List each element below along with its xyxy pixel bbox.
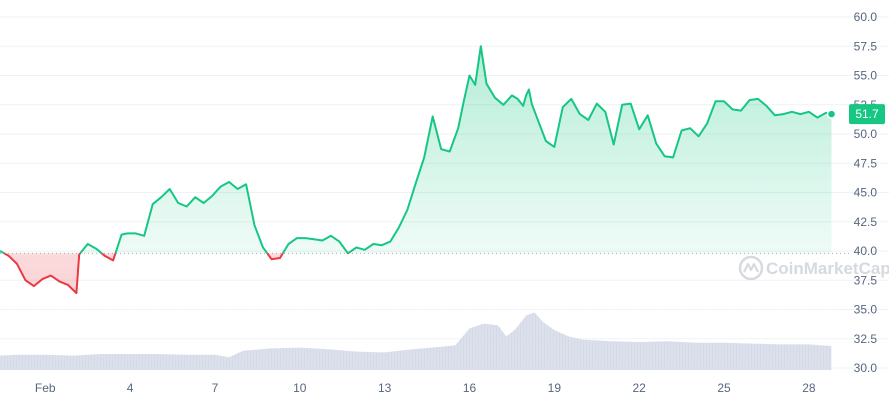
current-price-tag-box (849, 104, 885, 125)
volume-series (0, 300, 838, 370)
x-tick-label: 10 (293, 381, 307, 395)
x-tick-label: 4 (127, 381, 134, 395)
x-tick-label: 22 (633, 381, 647, 395)
x-tick-label: Feb (35, 381, 56, 395)
x-tick-label: 25 (717, 381, 731, 395)
current-price-label: 51.7 (855, 107, 879, 121)
x-tick-label: 28 (802, 381, 816, 395)
y-tick-label: 35.0 (854, 303, 878, 317)
volume-area (0, 312, 832, 370)
y-tick-label: 37.5 (854, 273, 878, 287)
watermark: CoinMarketCap (738, 255, 889, 281)
y-tick-label: 50.0 (854, 127, 878, 141)
last-price-point[interactable] (826, 109, 837, 119)
x-tick-label: 13 (378, 381, 392, 395)
x-tick-label: 19 (548, 381, 562, 395)
y-tick-label: 60.0 (854, 10, 878, 24)
x-tick-label: 7 (212, 381, 219, 395)
y-tick-label: 32.5 (854, 332, 878, 346)
y-axis: 30.032.535.037.540.042.545.047.550.052.5… (854, 10, 878, 375)
current-price-tag: 51.7 (849, 104, 885, 125)
x-axis: Feb 4 7 10 13 16 19 22 25 28 (35, 381, 816, 395)
price-area-up (0, 46, 832, 254)
y-tick-label: 42.5 (854, 215, 878, 229)
x-tick-label: 16 (463, 381, 477, 395)
price-series (0, 45, 837, 295)
y-tick-label: 47.5 (854, 156, 878, 170)
y-tick-label: 45.0 (854, 186, 878, 200)
watermark-text: CoinMarketCap (766, 259, 889, 278)
y-tick-label: 55.0 (854, 69, 878, 83)
y-tick-label: 30.0 (854, 361, 878, 375)
y-tick-label: 40.0 (854, 244, 878, 258)
coinmarketcap-logo-icon (738, 255, 764, 281)
price-line-up (0, 45, 832, 254)
y-tick-label: 57.5 (854, 39, 878, 53)
